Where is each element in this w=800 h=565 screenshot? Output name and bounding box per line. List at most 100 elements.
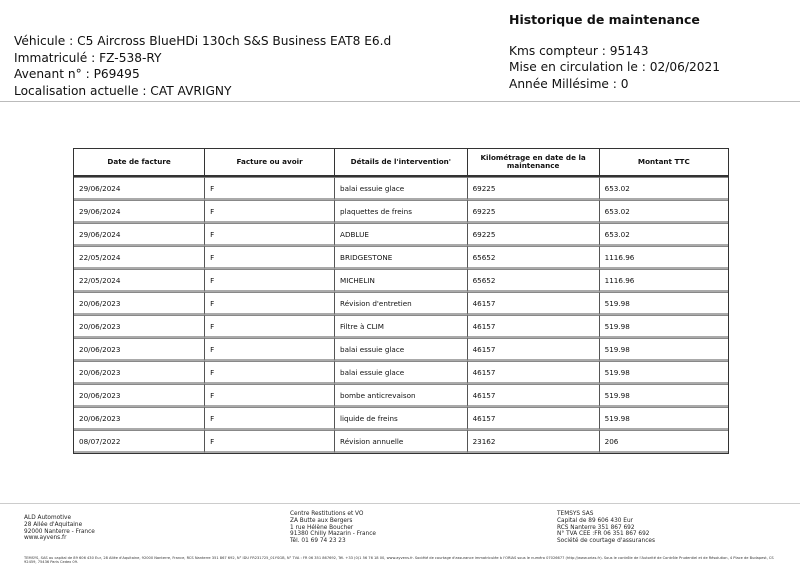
- table-cell: 20/06/2023: [74, 338, 206, 361]
- footer-company: ALD Automotive 28 Allée d'Aquitaine 92000 …: [24, 515, 95, 542]
- table-cell: liquide de freins: [335, 407, 468, 430]
- divider: [0, 101, 800, 102]
- table-cell: F: [205, 407, 336, 430]
- table-cell: F: [205, 177, 336, 200]
- table-cell: 20/06/2023: [74, 407, 206, 430]
- table-cell: 653.02: [599, 223, 728, 246]
- table-cell: 46157: [467, 292, 600, 315]
- table-row: 29/06/2024 F ADBLUE 69225 653.02: [74, 223, 728, 246]
- table-cell: 23162: [467, 430, 600, 453]
- table-cell: F: [205, 200, 336, 223]
- table-cell: 29/06/2024: [74, 177, 206, 200]
- footer-line: Société de courtage d'assurances: [557, 538, 655, 545]
- table-cell: F: [205, 338, 336, 361]
- table-cell: 20/06/2023: [74, 292, 206, 315]
- table-cell: 519.98: [599, 292, 728, 315]
- column-header: Détails de l'intervention': [335, 149, 468, 177]
- footer-line: 92000 Nanterre - France: [24, 528, 95, 535]
- footer-line: www.ayvens.fr: [24, 535, 67, 542]
- table-cell: 519.98: [599, 315, 728, 338]
- footer-divider: [0, 503, 800, 504]
- table-cell: F: [205, 269, 336, 292]
- table-cell: 519.98: [599, 338, 728, 361]
- table-row: 22/05/2024 F BRIDGESTONE 65652 1116.96: [74, 246, 728, 269]
- vehicle-model: Véhicule : C5 Aircross BlueHDi 130ch S&S…: [14, 34, 392, 48]
- table-row: 08/07/2022 F Révision annuelle 23162 206: [74, 430, 728, 453]
- table-cell: 653.02: [599, 177, 728, 200]
- table-cell: 29/06/2024: [74, 223, 206, 246]
- table-cell: bombe anticrevaison: [335, 384, 468, 407]
- table-cell: balai essuie glace: [335, 177, 468, 200]
- footer-line: N° TVA CEE :FR 06 351 867 692: [557, 531, 650, 538]
- table-cell: F: [205, 246, 336, 269]
- footer-line: TEMSYS SAS: [557, 511, 594, 517]
- table-cell: Filtre à CLIM: [335, 315, 468, 338]
- footer-line: RCS Nanterre 351 867 692: [557, 524, 635, 531]
- table-cell: 46157: [467, 384, 600, 407]
- table-cell: F: [205, 315, 336, 338]
- table-cell: F: [205, 223, 336, 246]
- table-cell: 65652: [467, 246, 600, 269]
- footer-line: ALD Automotive: [24, 515, 72, 521]
- maintenance-table: Date de facture Facture ou avoir Détails d…: [73, 148, 729, 454]
- footer-line: 91380 Chilly Mazarin - France: [290, 531, 376, 538]
- column-header: Kilométrage en date de la maintenance: [467, 149, 600, 177]
- table-cell: balai essuie glace: [335, 338, 468, 361]
- table-cell: 22/05/2024: [74, 246, 206, 269]
- table-header: Date de facture Facture ou avoir Détails d…: [74, 149, 728, 177]
- table-cell: 65652: [467, 269, 600, 292]
- column-header: Montant TTC: [599, 149, 728, 177]
- footer-line: Tél. 01 69 74 23 23: [290, 538, 346, 545]
- footer-center: Centre Restitutions et VO ZA Butte aux Be…: [290, 511, 376, 545]
- table-cell: MICHELIN: [335, 269, 468, 292]
- table-cell: 20/06/2023: [74, 315, 206, 338]
- footer-line: 28 Allée d'Aquitaine: [24, 521, 83, 528]
- table-cell: 20/06/2023: [74, 384, 206, 407]
- table-cell: plaquettes de freins: [335, 200, 468, 223]
- table-cell: ADBLUE: [335, 223, 468, 246]
- footer-legal-text: TEMSYS, SAS au capital de 89 606 430 Eur…: [24, 556, 774, 565]
- vehicle-plate: Immatriculé : FZ-538-RY: [14, 50, 162, 65]
- table-cell: 69225: [467, 200, 600, 223]
- page-title: Historique de maintenance: [509, 12, 700, 27]
- footer-line: 1 rue Hélène Boucher: [290, 524, 354, 531]
- odometer: Kms compteur : 95143: [509, 43, 649, 58]
- table-cell: Révision annuelle: [335, 430, 468, 453]
- table-cell: F: [205, 384, 336, 407]
- table-cell: F: [205, 430, 336, 453]
- table-cell: 46157: [467, 315, 600, 338]
- table-cell: 1116.96: [599, 269, 728, 292]
- table-cell: 653.02: [599, 200, 728, 223]
- table-cell: 46157: [467, 361, 600, 384]
- table-cell: 519.98: [599, 384, 728, 407]
- table-cell: 69225: [467, 223, 600, 246]
- table-row: 22/05/2024 F MICHELIN 65652 1116.96: [74, 269, 728, 292]
- table-cell: balai essuie glace: [335, 361, 468, 384]
- table-cell: F: [205, 361, 336, 384]
- maintenance-summary: Historique de maintenance Kms compteur :…: [509, 12, 720, 92]
- table-cell: 69225: [467, 177, 600, 200]
- table-cell: 46157: [467, 338, 600, 361]
- table-cell: F: [205, 292, 336, 315]
- column-header: Date de facture: [74, 149, 206, 177]
- table-cell: 519.98: [599, 361, 728, 384]
- table-cell: BRIDGESTONE: [335, 246, 468, 269]
- table-cell: 20/06/2023: [74, 361, 206, 384]
- table-cell: 1116.96: [599, 246, 728, 269]
- registration-date: Mise en circulation le : 02/06/2021: [509, 60, 721, 74]
- table-row: 20/06/2023 F Révision d'entretien 46157 519.…: [74, 292, 728, 315]
- vehicle-contract: Avenant n° : P69495: [14, 67, 140, 81]
- table-cell: 46157: [467, 407, 600, 430]
- table-cell: 29/06/2024: [74, 200, 206, 223]
- table-row: 20/06/2023 F Filtre à CLIM 46157 519.98: [74, 315, 728, 338]
- table-cell: 08/07/2022: [74, 430, 206, 453]
- footer-line: Centre Restitutions et VO: [290, 511, 364, 517]
- vehicle-location: Localisation actuelle : CAT AVRIGNY: [14, 83, 232, 98]
- model-year: Année Millésime : 0: [509, 76, 629, 91]
